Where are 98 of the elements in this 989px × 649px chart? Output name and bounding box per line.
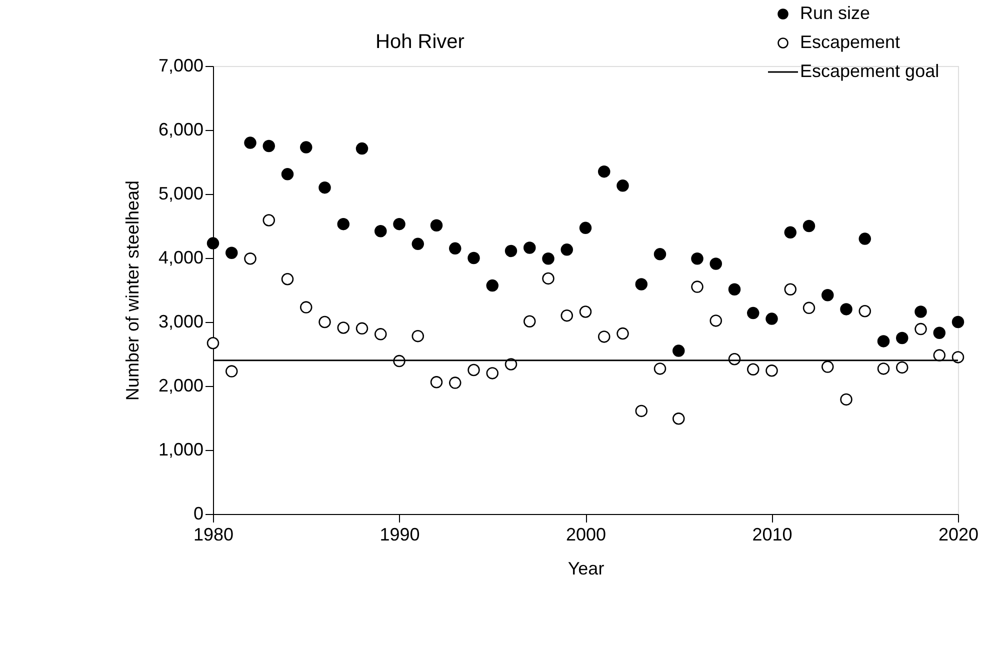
point	[542, 272, 554, 285]
point	[858, 232, 871, 245]
x-tick-label: 2020	[938, 524, 979, 544]
point	[318, 181, 331, 194]
point	[206, 237, 220, 250]
point	[672, 412, 685, 425]
point	[300, 141, 312, 154]
point	[579, 222, 592, 234]
point	[486, 279, 498, 292]
point	[262, 214, 275, 226]
point	[952, 316, 964, 328]
point	[822, 289, 834, 302]
point	[914, 306, 927, 318]
point	[654, 362, 666, 375]
point	[635, 278, 648, 290]
point	[542, 252, 554, 265]
y-tick-label: 2,000	[158, 376, 204, 396]
point	[226, 365, 238, 378]
point	[598, 330, 610, 343]
point	[412, 330, 424, 342]
point	[822, 360, 834, 373]
y-tick-label: 1,000	[158, 440, 204, 460]
y-tick-label: 7,000	[158, 56, 204, 76]
legend-label: Escapement	[800, 32, 900, 52]
point	[356, 322, 368, 335]
point	[840, 393, 852, 406]
point	[952, 351, 964, 364]
point	[616, 327, 629, 340]
y-axis-title: Number of winter steelhead	[122, 180, 142, 401]
point	[281, 168, 294, 180]
point	[393, 218, 406, 230]
point	[858, 305, 871, 318]
point	[691, 280, 704, 293]
point	[710, 314, 722, 327]
point	[374, 225, 387, 238]
point	[933, 326, 946, 339]
point	[840, 303, 852, 316]
point	[504, 244, 518, 258]
point	[766, 312, 778, 325]
point	[281, 273, 294, 286]
point	[598, 165, 610, 178]
point	[430, 219, 443, 232]
point	[244, 252, 256, 265]
y-tick-label: 0	[193, 504, 204, 524]
point	[672, 344, 685, 357]
point	[728, 283, 741, 296]
point	[691, 252, 704, 265]
point	[524, 315, 536, 328]
point	[766, 364, 778, 377]
point	[877, 335, 890, 348]
y-tick-label: 4,000	[158, 248, 204, 268]
point	[710, 258, 722, 270]
point	[244, 136, 256, 149]
point	[560, 309, 573, 322]
chart-title: Hoh River	[376, 31, 465, 53]
point	[933, 349, 946, 362]
point	[318, 316, 331, 328]
x-tick-label: 2010	[752, 524, 792, 544]
legend-label: Escapement goal	[800, 61, 940, 81]
point	[616, 180, 629, 192]
point	[449, 376, 462, 389]
point	[579, 306, 592, 318]
point	[747, 306, 760, 320]
point	[635, 404, 648, 418]
x-tick-label: 1980	[193, 524, 234, 544]
x-axis-title: Year	[568, 558, 604, 578]
point	[412, 238, 424, 250]
point	[337, 322, 350, 334]
point	[468, 252, 480, 264]
point	[449, 242, 462, 255]
y-tick-label: 6,000	[158, 120, 204, 140]
point	[206, 337, 220, 350]
point	[226, 246, 238, 259]
y-tick-label: 3,000	[158, 312, 204, 332]
point	[654, 248, 666, 260]
point	[374, 328, 387, 340]
point	[524, 242, 536, 254]
point	[262, 140, 275, 152]
point	[802, 220, 816, 232]
point	[430, 376, 443, 388]
point	[784, 283, 796, 296]
point	[300, 301, 312, 314]
y-tick-label: 5,000	[158, 184, 204, 204]
point	[896, 361, 908, 374]
point	[486, 367, 498, 380]
point	[896, 332, 908, 344]
x-tick-label: 1990	[380, 524, 420, 544]
point	[560, 244, 573, 256]
point	[468, 364, 480, 376]
x-tick-label: 2000	[566, 524, 606, 544]
point	[802, 302, 816, 314]
point	[877, 362, 890, 375]
point	[356, 142, 368, 155]
point	[784, 226, 796, 239]
legend-label: Run size	[800, 3, 870, 23]
point	[337, 218, 350, 230]
point	[747, 363, 760, 376]
point	[914, 322, 927, 336]
